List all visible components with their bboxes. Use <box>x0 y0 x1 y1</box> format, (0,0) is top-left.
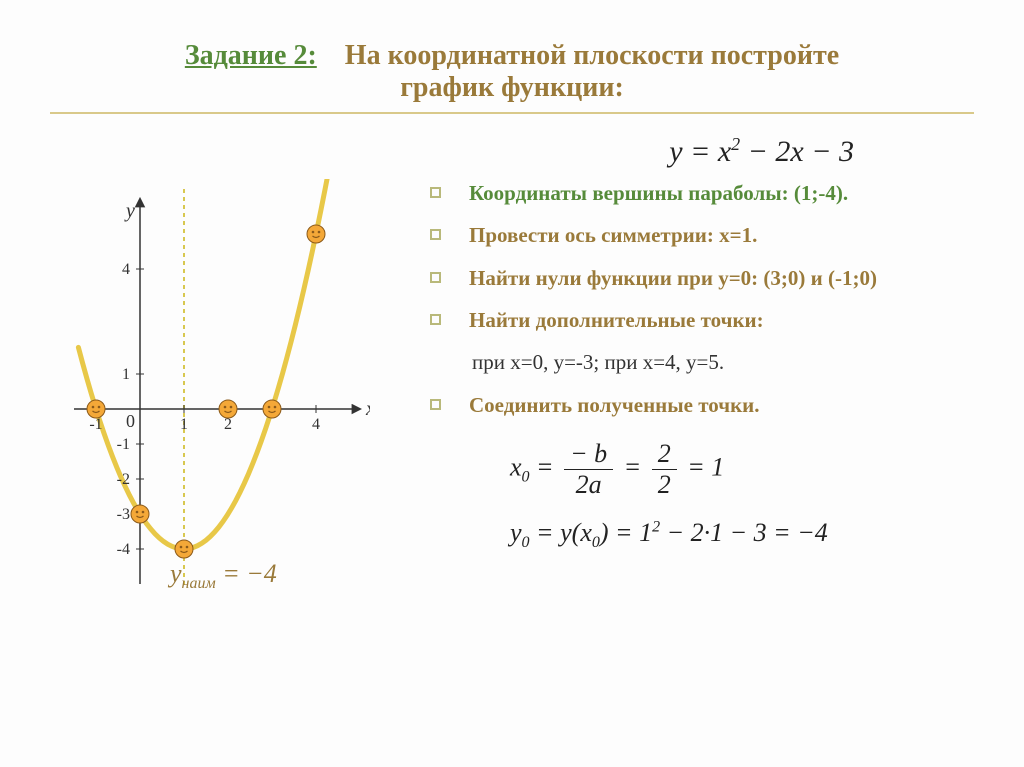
svg-text:2: 2 <box>224 416 232 433</box>
svg-text:4: 4 <box>312 416 320 433</box>
bullet-item: Соединить полученные точки. <box>430 391 974 419</box>
bullet-item: Координаты вершины параболы: (1;-4). <box>430 179 974 207</box>
bullet-text: Провести ось симметрии: х=1. <box>469 221 974 249</box>
bullet-item: Найти нули функции при у=0: (3;0) и (-1;… <box>430 264 974 292</box>
svg-text:-3: -3 <box>117 506 130 523</box>
bullet-text: при х=0, у=-3; при х=4, у=5. <box>472 348 974 376</box>
task-label: Задание 2: <box>185 40 317 71</box>
svg-text:4: 4 <box>122 261 130 278</box>
bullet-item: Провести ось симметрии: х=1. <box>430 221 974 249</box>
svg-text:-2: -2 <box>117 471 130 488</box>
formula-y0: y0 = y(x0) = 12 − 2·1 − 3 = −4 <box>510 518 974 552</box>
svg-text:у: у <box>124 200 135 222</box>
svg-text:-1: -1 <box>89 416 102 433</box>
svg-text:-4: -4 <box>117 541 130 558</box>
explanation-list: Координаты вершины параболы: (1;-4). Пров… <box>410 179 974 599</box>
bullet-text: Координаты вершины параболы: (1;-4). <box>469 179 974 207</box>
svg-text:1: 1 <box>122 366 130 383</box>
bullet-item: Найти дополнительные точки: <box>430 306 974 334</box>
svg-text:х: х <box>365 398 370 420</box>
bullet-icon <box>430 399 441 410</box>
bullet-icon <box>430 187 441 198</box>
bullet-icon <box>430 272 441 283</box>
ymin-label: yнаим = −4 <box>170 559 277 593</box>
bullet-icon <box>430 229 441 240</box>
svg-text:0: 0 <box>126 411 135 431</box>
title-block: Задание 2: На координатной плоскости пос… <box>50 40 974 104</box>
divider <box>50 112 974 114</box>
main-equation: y = x2 − 2x − 3 <box>50 134 974 169</box>
svg-text:-1: -1 <box>117 436 130 453</box>
bullet-text: Найти дополнительные точки: <box>469 306 974 334</box>
formula-x0: x0 = − b2a = 22 = 1 <box>510 439 974 500</box>
bullet-text: Соединить полученные точки. <box>469 391 974 419</box>
chart-svg: -1 1 2 4 4 1 -1 -2 -3 -4 у х 0 <box>50 179 370 599</box>
title-line2: график функции: <box>50 72 974 104</box>
title-line1: На координатной плоскости постройте <box>345 40 839 71</box>
parabola-chart: -1 1 2 4 4 1 -1 -2 -3 -4 у х 0 <box>50 179 370 599</box>
bullet-text: Найти нули функции при у=0: (3;0) и (-1;… <box>469 264 974 292</box>
bullet-icon <box>430 314 441 325</box>
svg-text:1: 1 <box>180 416 188 433</box>
formula-block: x0 = − b2a = 22 = 1 y0 = y(x0) = 12 − 2·… <box>430 439 974 552</box>
bullet-item: при х=0, у=-3; при х=4, у=5. <box>430 348 974 376</box>
